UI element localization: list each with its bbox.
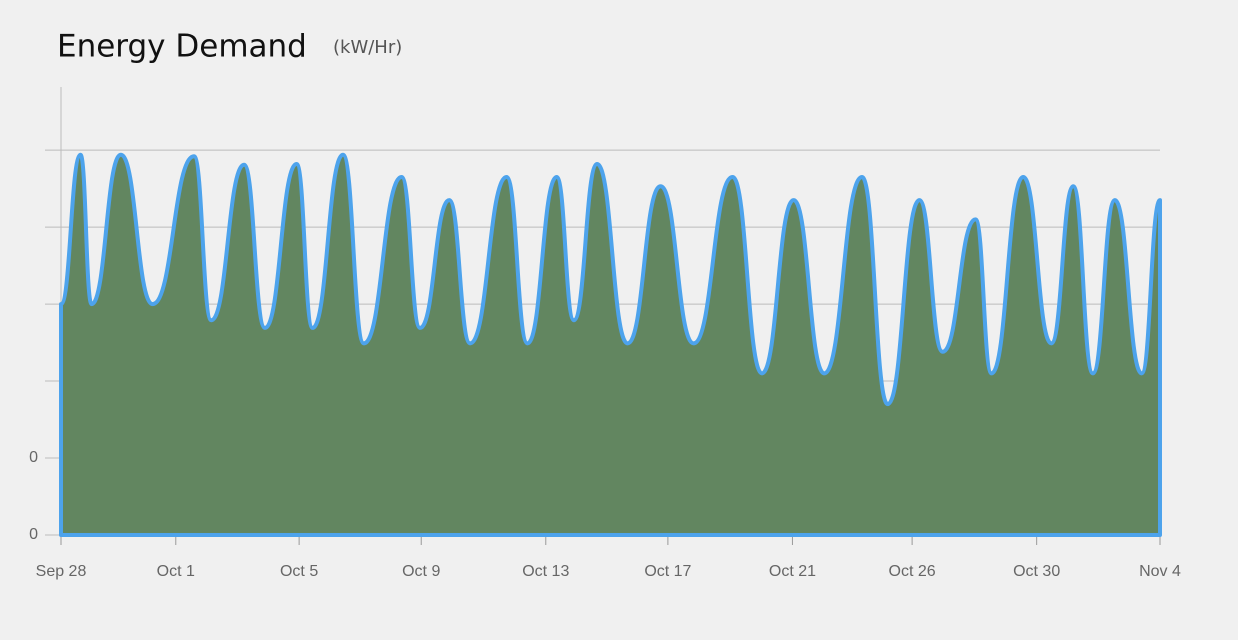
chart-title: Energy Demand — [57, 29, 307, 65]
x-tick-label: Oct 26 — [889, 563, 936, 580]
x-tick-label: Oct 5 — [280, 563, 318, 580]
x-tick-label: Oct 21 — [769, 563, 816, 580]
x-tick-label: Oct 30 — [1013, 563, 1060, 580]
x-tick-label: Oct 13 — [522, 563, 569, 580]
y-tick-label: 0 — [29, 526, 38, 543]
chart-subtitle: (kW/Hr) — [333, 37, 402, 58]
x-tick-label: Sep 28 — [36, 563, 87, 580]
x-tick-label: Oct 1 — [157, 563, 195, 580]
x-tick-label: Oct 9 — [402, 563, 440, 580]
area — [59, 152, 1162, 537]
x-tick-label: Nov 4 — [1139, 563, 1181, 580]
y-tick-label: 0 — [29, 449, 38, 466]
x-tick-label: Oct 17 — [644, 563, 691, 580]
